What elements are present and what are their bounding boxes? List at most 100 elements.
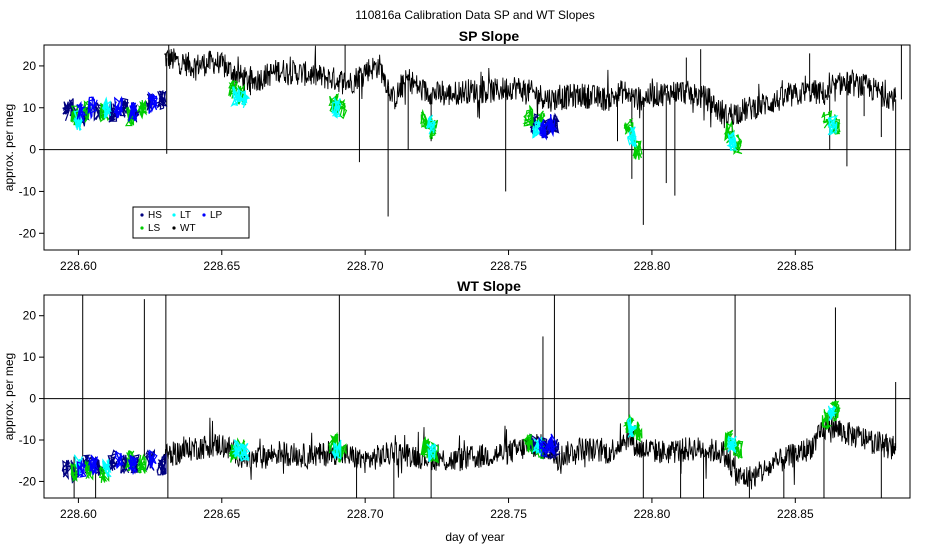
data-point-ls [736, 446, 740, 450]
cluster-lt [72, 109, 84, 131]
data-point-lp [550, 442, 553, 446]
data-point-lt [630, 135, 634, 139]
figure-xlabel: day of year [445, 530, 504, 544]
data-point-lt [535, 442, 539, 446]
data-point-lt [831, 413, 834, 417]
data-point-lp [131, 110, 135, 114]
data-point-lt [831, 123, 834, 126]
x-tick-label: 228.60 [60, 259, 97, 273]
cluster-ls [522, 104, 535, 127]
data-point-ls [340, 451, 344, 454]
series-trace-wt [164, 45, 897, 129]
data-point-lp [131, 463, 135, 467]
data-point-lt [429, 123, 433, 126]
y-tick-label: -20 [19, 226, 37, 240]
data-point-lt [77, 118, 80, 122]
cluster-ls [420, 108, 431, 130]
series-trace-wt [163, 413, 897, 490]
cluster-hs [550, 112, 560, 134]
legend-label-hs: HS [148, 210, 162, 221]
data-point-lp [541, 446, 545, 450]
x-tick-label: 228.70 [347, 259, 384, 273]
plot-area [44, 295, 910, 498]
data-point-lp [151, 102, 155, 105]
cluster-ls [70, 462, 81, 482]
cluster-hs [107, 449, 118, 472]
legend-marker-ls [140, 226, 144, 230]
data-point-lp [91, 463, 95, 467]
data-point-ls [736, 144, 740, 147]
data-point-hs [160, 463, 163, 467]
cluster-lt [726, 131, 738, 151]
x-tick-label: 228.85 [777, 507, 814, 521]
x-tick-label: 228.65 [203, 259, 240, 273]
y-axis-label: approx. per meg [2, 353, 16, 440]
data-point-lp [151, 459, 155, 463]
data-point-lt [730, 139, 734, 143]
data-point-ls [527, 114, 531, 118]
data-point-lp [79, 110, 83, 114]
data-point-hs [111, 110, 115, 114]
data-point-lt [429, 451, 433, 454]
cluster-lp [113, 95, 124, 119]
x-tick-label: 228.75 [490, 259, 527, 273]
cluster-ls [522, 433, 534, 455]
cluster-lp [114, 450, 125, 469]
panel-title: SP Slope [459, 28, 520, 44]
legend-label-lp: LP [210, 210, 223, 221]
cluster-lp [147, 91, 159, 114]
cluster-lt [331, 97, 342, 119]
panel-sp-slope: SP Slope approx. per meg 228.60 228.65 228… [2, 28, 911, 273]
data-point-ls [340, 106, 344, 110]
data-point-lt [105, 106, 109, 110]
data-point-lt [630, 426, 634, 429]
data-point-ls [825, 417, 829, 421]
cluster-lp [148, 449, 158, 470]
cluster-lt [239, 442, 251, 462]
data-point-ls [102, 471, 106, 475]
y-axis-label: approx. per meg [2, 104, 16, 191]
data-point-ls [636, 430, 639, 434]
legend-marker-hs [140, 213, 144, 217]
cluster-lp [538, 118, 549, 141]
x-tick-label: 228.75 [490, 507, 527, 521]
x-tick-label: 228.60 [60, 507, 97, 521]
cluster-lp [87, 454, 99, 476]
cluster-lt [239, 90, 251, 109]
y-tick-label: -10 [19, 184, 37, 198]
data-point-ls [825, 118, 829, 122]
data-point-ls [527, 442, 531, 446]
legend-marker-lt [172, 213, 176, 217]
cluster-ls [732, 134, 743, 155]
panel-wt-slope: WT Slope approx. per meg 228.60 228.65 228… [2, 278, 911, 521]
legend-label-lt: LT [180, 210, 191, 221]
cluster-lt [827, 115, 839, 136]
cluster-ls [632, 421, 643, 443]
data-point-hs [65, 467, 69, 471]
cluster-hs [108, 101, 118, 123]
data-point-lp [91, 106, 95, 110]
y-tick-label: 0 [29, 143, 36, 157]
cluster-ls [137, 99, 148, 120]
cluster-ls [632, 139, 643, 160]
cluster-hs [61, 101, 72, 122]
cluster-lt [102, 458, 112, 478]
cluster-lt [230, 86, 242, 108]
cluster-hs [120, 454, 130, 474]
cluster-ls [136, 453, 148, 474]
data-point-hs [111, 459, 115, 463]
series-lp [75, 91, 558, 141]
data-point-ls [140, 463, 143, 467]
cluster-lp [546, 114, 558, 138]
series-wt [164, 45, 902, 250]
data-point-lt [234, 93, 238, 97]
y-tick-label: -20 [19, 474, 37, 488]
cluster-ls [622, 414, 635, 434]
cluster-lt [426, 442, 437, 463]
data-point-hs [65, 110, 69, 114]
series-lp [76, 433, 557, 478]
data-point-ls [636, 148, 639, 151]
plot-area [44, 45, 910, 250]
legend-box [132, 206, 250, 239]
